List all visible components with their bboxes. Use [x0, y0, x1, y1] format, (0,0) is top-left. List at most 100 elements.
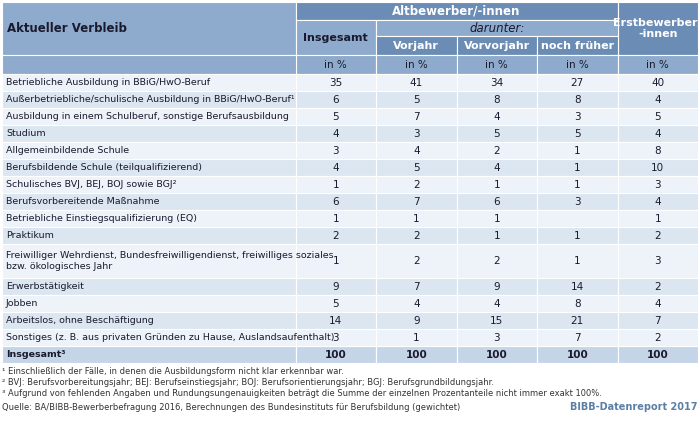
- Text: Jobben: Jobben: [6, 299, 38, 308]
- Text: 1: 1: [413, 214, 420, 224]
- Bar: [456, 125, 537, 142]
- Bar: [376, 278, 456, 295]
- Text: 14: 14: [329, 315, 342, 326]
- Text: 7: 7: [654, 315, 661, 326]
- Text: 6: 6: [494, 197, 500, 207]
- Text: Schulisches BVJ, BEJ, BOJ sowie BGJ²: Schulisches BVJ, BEJ, BOJ sowie BGJ²: [6, 180, 176, 189]
- Text: 2: 2: [413, 231, 420, 241]
- Bar: [537, 210, 617, 227]
- Bar: [2, 312, 295, 329]
- Bar: [295, 227, 376, 244]
- Text: 2: 2: [654, 281, 661, 292]
- Bar: [537, 91, 617, 108]
- Text: 7: 7: [413, 197, 420, 207]
- Bar: [2, 108, 295, 125]
- Text: 3: 3: [654, 180, 661, 190]
- Text: ² BVJ: Berufsvorbereitungsjahr; BEJ: Berufseinstiegsjahr; BOJ: Berufsorientierun: ² BVJ: Berufsvorbereitungsjahr; BEJ: Ber…: [2, 378, 494, 387]
- Text: Berufsbildende Schule (teilqualifizierend): Berufsbildende Schule (teilqualifizieren…: [6, 163, 202, 172]
- Bar: [295, 176, 376, 193]
- Bar: [617, 227, 698, 244]
- Text: in %: in %: [405, 60, 428, 69]
- Bar: [617, 278, 698, 295]
- Text: 100: 100: [325, 349, 346, 359]
- Text: 7: 7: [413, 281, 420, 292]
- Bar: [295, 2, 617, 20]
- Text: 1: 1: [574, 146, 580, 155]
- Text: Erwerbstätigkeit: Erwerbstätigkeit: [6, 282, 84, 291]
- Bar: [2, 2, 295, 55]
- Text: in %: in %: [325, 60, 347, 69]
- Text: 9: 9: [413, 315, 420, 326]
- Text: 3: 3: [413, 129, 420, 138]
- Bar: [295, 108, 376, 125]
- Bar: [537, 125, 617, 142]
- Bar: [456, 142, 537, 159]
- Text: 6: 6: [332, 197, 340, 207]
- Bar: [376, 20, 617, 36]
- Text: 1: 1: [494, 231, 500, 241]
- Bar: [617, 74, 698, 91]
- Text: 5: 5: [332, 112, 340, 121]
- Bar: [456, 193, 537, 210]
- Bar: [456, 244, 537, 278]
- Bar: [376, 210, 456, 227]
- Bar: [537, 193, 617, 210]
- Bar: [376, 142, 456, 159]
- Text: 14: 14: [570, 281, 584, 292]
- Bar: [295, 91, 376, 108]
- Bar: [456, 295, 537, 312]
- Text: 5: 5: [413, 163, 420, 172]
- Bar: [537, 55, 617, 74]
- Text: Allgemeinbildende Schule: Allgemeinbildende Schule: [6, 146, 129, 155]
- Text: Freiwilliger Wehrdienst, Bundesfreiwilligendienst, freiwilliges soziales
bzw. ök: Freiwilliger Wehrdienst, Bundesfreiwilli…: [6, 251, 334, 271]
- Bar: [537, 36, 617, 55]
- Bar: [617, 125, 698, 142]
- Bar: [456, 329, 537, 346]
- Text: 4: 4: [413, 298, 420, 309]
- Bar: [537, 108, 617, 125]
- Bar: [456, 210, 537, 227]
- Bar: [617, 295, 698, 312]
- Bar: [617, 244, 698, 278]
- Text: Insgesamt: Insgesamt: [304, 33, 368, 43]
- Text: Ausbildung in einem Schulberuf, sonstige Berufsausbildung: Ausbildung in einem Schulberuf, sonstige…: [6, 112, 289, 121]
- Bar: [617, 2, 698, 55]
- Bar: [617, 346, 698, 363]
- Text: 1: 1: [574, 231, 580, 241]
- Bar: [2, 176, 295, 193]
- Bar: [295, 312, 376, 329]
- Bar: [456, 312, 537, 329]
- Text: 2: 2: [494, 256, 500, 266]
- Text: BIBB-Datenreport 2017: BIBB-Datenreport 2017: [570, 402, 698, 412]
- Text: Quelle: BA/BIBB-Bewerberbefragung 2016, Berechnungen des Bundesinstituts für Ber: Quelle: BA/BIBB-Bewerberbefragung 2016, …: [2, 402, 461, 412]
- Bar: [537, 159, 617, 176]
- Bar: [617, 91, 698, 108]
- Text: 4: 4: [494, 112, 500, 121]
- Bar: [376, 125, 456, 142]
- Bar: [456, 108, 537, 125]
- Text: Altbewerber/-innen: Altbewerber/-innen: [393, 4, 521, 17]
- Bar: [2, 55, 295, 74]
- Bar: [295, 346, 376, 363]
- Bar: [376, 176, 456, 193]
- Text: 4: 4: [654, 95, 661, 104]
- Text: 3: 3: [574, 197, 580, 207]
- Bar: [2, 227, 295, 244]
- Text: 4: 4: [494, 163, 500, 172]
- Bar: [2, 91, 295, 108]
- Bar: [537, 74, 617, 91]
- Text: 10: 10: [651, 163, 664, 172]
- Bar: [456, 36, 537, 55]
- Text: noch früher: noch früher: [540, 40, 614, 51]
- Text: in %: in %: [566, 60, 589, 69]
- Bar: [376, 91, 456, 108]
- Bar: [456, 159, 537, 176]
- Text: 5: 5: [574, 129, 580, 138]
- Bar: [537, 329, 617, 346]
- Text: 35: 35: [329, 78, 342, 87]
- Text: 7: 7: [574, 332, 580, 343]
- Bar: [537, 312, 617, 329]
- Bar: [617, 312, 698, 329]
- Bar: [2, 159, 295, 176]
- Bar: [376, 244, 456, 278]
